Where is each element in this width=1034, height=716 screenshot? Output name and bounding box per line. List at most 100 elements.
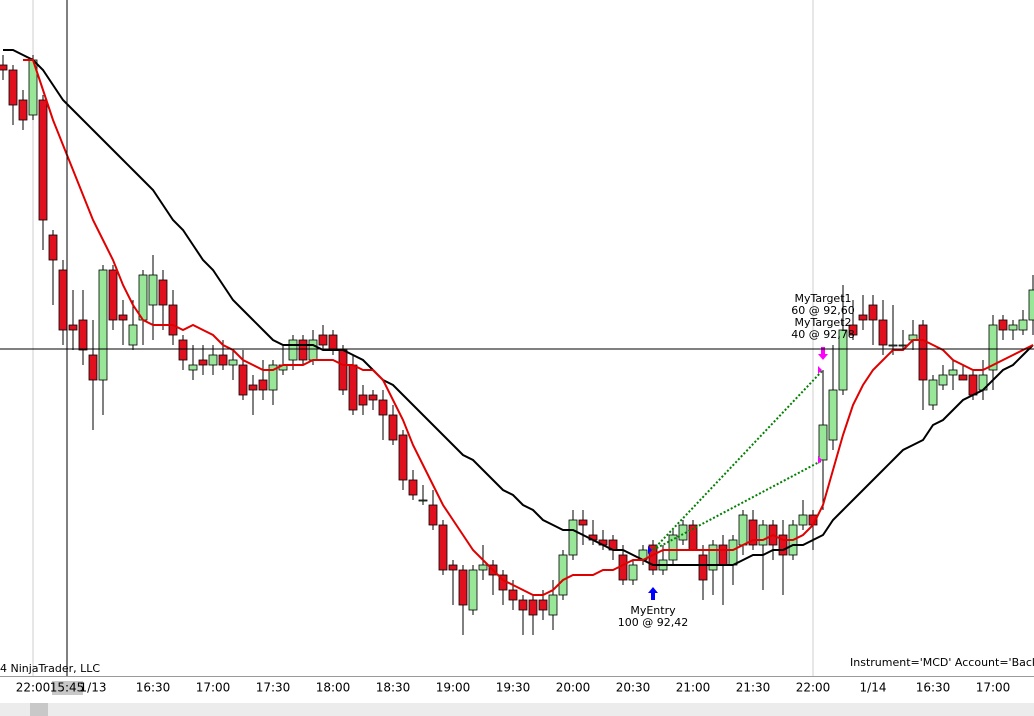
candle-body — [328, 334, 338, 351]
x-tick-label: 17:00 — [196, 681, 231, 695]
candle-body — [248, 384, 258, 391]
entry-arrow — [648, 587, 658, 600]
candle-body — [268, 364, 278, 391]
candle-body — [968, 374, 978, 396]
candle-body — [728, 539, 738, 566]
candle-body — [1008, 324, 1018, 331]
x-tick-label: 22:00 — [16, 681, 51, 695]
candle-body — [848, 324, 858, 336]
candle-body — [288, 339, 298, 361]
x-tick-label: 1/13 — [80, 681, 107, 695]
candle-body — [128, 324, 138, 346]
candle-body — [508, 589, 518, 601]
candle-body — [888, 344, 898, 347]
copyright: 4 NinjaTrader, LLC — [0, 662, 100, 675]
execution-marker — [818, 456, 822, 464]
candle-body — [678, 524, 688, 541]
candle-body — [668, 534, 678, 561]
candle-body — [358, 394, 368, 406]
candle-body — [548, 594, 558, 616]
candle-body — [748, 519, 758, 546]
x-tick-label: 18:30 — [376, 681, 411, 695]
candle-body — [448, 564, 458, 571]
candle-body — [168, 304, 178, 336]
candle-body — [338, 349, 348, 391]
candle-body — [798, 514, 808, 526]
candle-body — [998, 319, 1008, 331]
candle-body — [778, 534, 788, 556]
candle-body — [758, 524, 768, 546]
candle-body — [708, 544, 718, 571]
candle-body — [58, 269, 68, 331]
candle-body — [428, 504, 438, 526]
candle-body — [48, 234, 58, 261]
execution-name: MyTarget2 — [794, 316, 851, 329]
candle-body — [88, 354, 98, 381]
candle-body — [118, 314, 128, 321]
x-tick-label: 20:30 — [616, 681, 651, 695]
execution-name: MyTarget1 — [794, 292, 851, 305]
candle-body — [988, 324, 998, 371]
candle-body — [388, 414, 398, 441]
candle-body — [568, 519, 578, 556]
candle-body — [378, 399, 388, 416]
candle-body — [98, 269, 108, 381]
info-text: Instrument='MCD' Account='Backtest — [850, 656, 1034, 669]
candle-body — [938, 374, 948, 386]
candle-body — [928, 379, 938, 406]
candle-body — [218, 354, 228, 366]
x-tick-label: 16:30 — [916, 681, 951, 695]
candle-body — [838, 329, 848, 391]
execution-name: MyEntry — [630, 604, 676, 617]
candle-body — [1028, 289, 1034, 321]
candle-body — [818, 424, 828, 461]
candle-body — [38, 99, 48, 221]
execution-marker — [818, 366, 822, 374]
candle-body — [308, 339, 318, 361]
candle-body — [318, 334, 328, 346]
candle-body — [18, 99, 28, 121]
x-tick-label: 21:00 — [676, 681, 711, 695]
x-tick-label: 1/14 — [860, 681, 887, 695]
candle-body — [298, 339, 308, 361]
execution-connector — [652, 369, 824, 551]
x-tick-label: 17:00 — [976, 681, 1011, 695]
execution-label: 40 @ 92,78 — [791, 328, 854, 341]
candle-body — [558, 554, 568, 596]
x-tick-label: 19:00 — [436, 681, 471, 695]
candle-body — [258, 379, 268, 391]
candle-body — [208, 354, 218, 366]
candle-body — [228, 359, 238, 366]
candle-body — [8, 69, 18, 106]
candle-body — [198, 359, 208, 366]
candle-body — [458, 569, 468, 606]
candle-body — [718, 544, 728, 566]
candle-body — [108, 269, 118, 321]
scrollbar[interactable] — [0, 703, 1034, 716]
candle-body — [1018, 319, 1028, 331]
scrollbar-thumb[interactable] — [30, 703, 48, 716]
candle-body — [578, 519, 588, 526]
candle-body — [468, 569, 478, 611]
x-tick-label: 20:00 — [556, 681, 591, 695]
candle-body — [78, 319, 88, 351]
candle-body — [348, 364, 358, 411]
x-tick-label: 18:00 — [316, 681, 351, 695]
x-tick-label: 16:30 — [136, 681, 171, 695]
indicator-line — [3, 49, 1034, 566]
candle-body — [178, 339, 188, 361]
candle-body — [398, 434, 408, 481]
candle-body — [878, 319, 888, 346]
candle-body — [528, 599, 538, 616]
crosshair-label: 15:45 — [50, 681, 85, 695]
candle-body — [698, 554, 708, 581]
candle-body — [858, 314, 868, 321]
x-tick-label: 21:30 — [736, 681, 771, 695]
candle-body — [368, 394, 378, 401]
indicator-line — [23, 59, 1034, 596]
candle-body — [0, 64, 8, 71]
